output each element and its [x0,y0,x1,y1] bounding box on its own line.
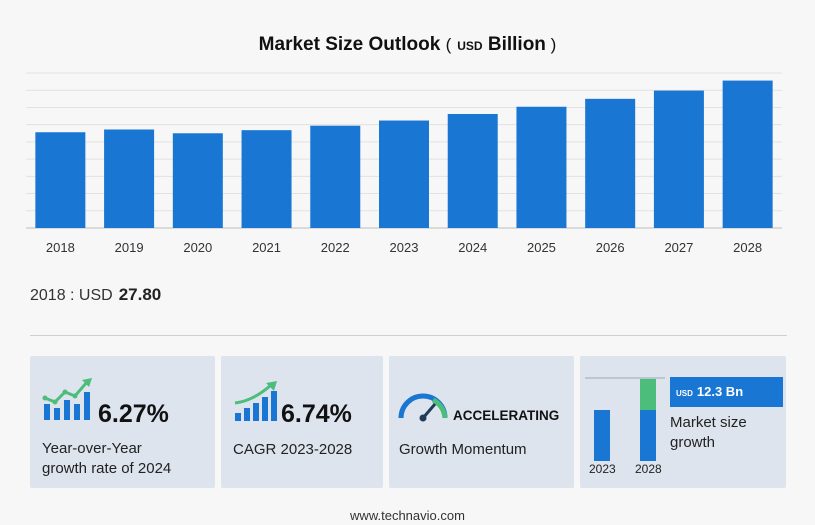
mini-bar-2028-growth [640,379,656,410]
x-tick-label: 2027 [664,240,693,255]
base-year-value: 2018 : USD 27.80 [30,285,162,304]
momentum-card: ACCELERATING Growth Momentum [389,356,574,488]
x-tick-label: 2025 [527,240,556,255]
bar-2023 [379,120,429,228]
cagr-trend-icon [234,381,277,421]
bar-chart: 2018 2019 2020 2021 2022 2023 2024 2025 2026 2027… [26,72,782,255]
x-tick-label: 2022 [321,240,350,255]
yoy-description: Year-over-Year growth rate of 2024 [42,440,172,477]
growth-chart-icon [42,378,92,420]
x-tick-label: 2023 [390,240,419,255]
market-growth-badge: USD 12.3 Bn [670,377,783,407]
bar-2020 [172,133,223,228]
mini-year-end: 2028 [635,462,662,476]
mini-bar-2028-base [640,410,656,461]
cagr-card: 6.74% CAGR 2023-2028 [221,356,383,488]
bar-2027 [653,90,704,228]
market-growth-mini-chart [585,377,665,461]
x-tick-label: 2020 [183,240,212,255]
mini-year-start: 2023 [589,462,616,476]
cagr-description: CAGR 2023-2028 [233,441,353,458]
bar-2019 [104,129,155,228]
bar-2026 [585,98,636,228]
chart-title: Market Size Outlook (USD Billion ) [258,34,557,55]
x-tick-label: 2019 [115,240,144,255]
cagr-value: 6.74% [281,400,352,428]
yoy-value: 6.27% [98,400,169,428]
yoy-card: 6.27% Year-over-Year growth rate of 2024 [30,356,215,488]
x-tick-label: 2021 [252,240,281,255]
bar-2025 [516,106,567,228]
bar-2022 [310,125,361,228]
bar-2024 [447,113,498,228]
speedometer-icon [398,393,448,422]
momentum-value: ACCELERATING [453,408,560,423]
x-tick-label: 2024 [458,240,487,255]
divider [30,335,787,336]
footer-url: www.technavio.com [350,508,465,523]
bar-2021 [241,130,292,228]
mini-bar-2023 [594,410,610,461]
x-tick-label: 2018 [46,240,75,255]
bar-2028 [722,80,773,228]
momentum-description: Growth Momentum [399,441,527,458]
x-tick-label: 2026 [596,240,625,255]
market-growth-description: Market size growth [670,414,747,451]
x-tick-label: 2028 [733,240,762,255]
bar-2018 [35,132,86,228]
